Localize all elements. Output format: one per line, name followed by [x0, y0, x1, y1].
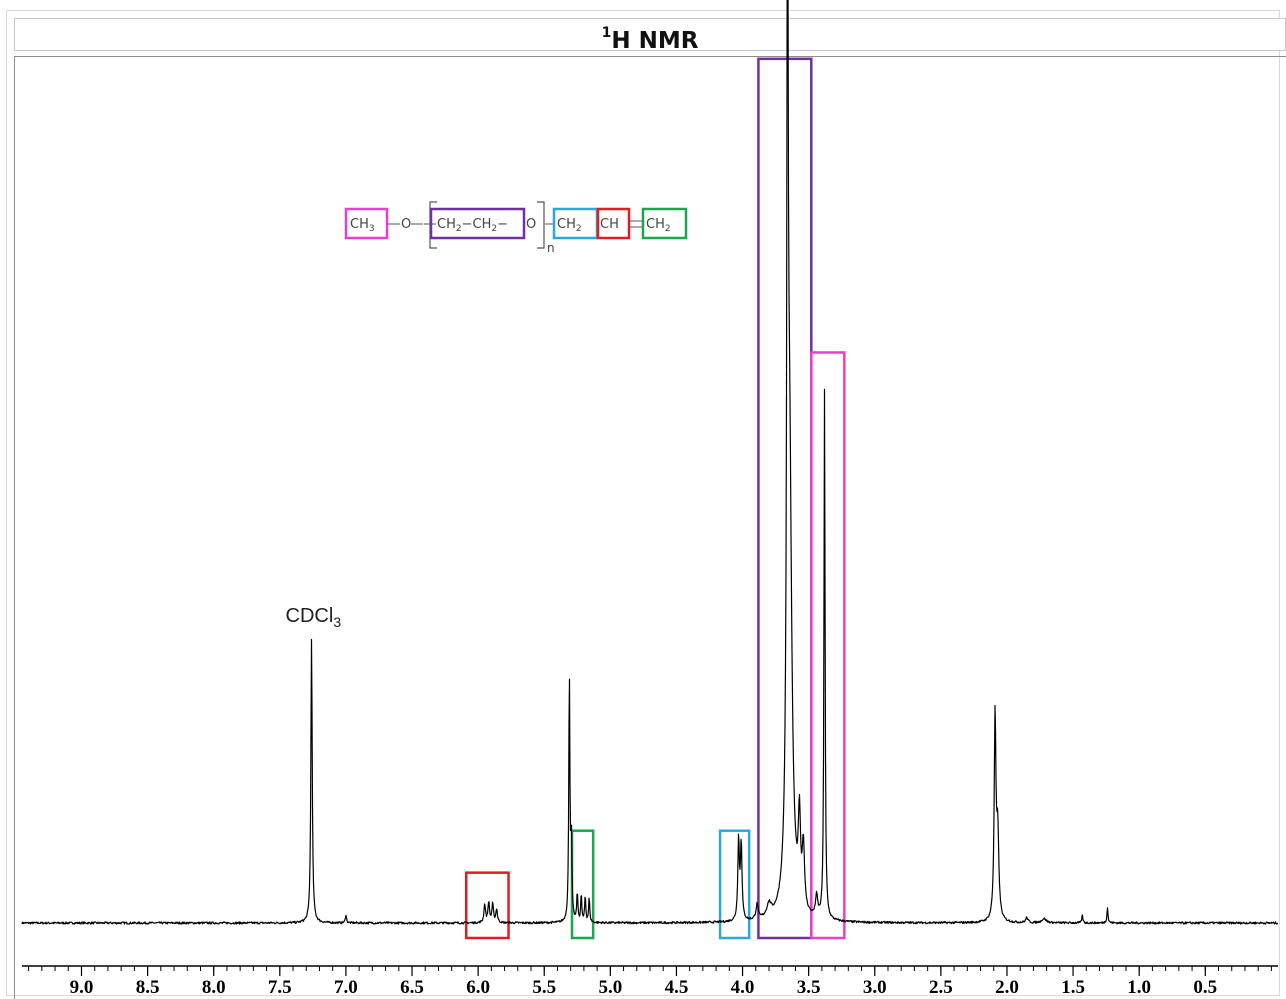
- x-tick-label: 4.5: [665, 977, 689, 998]
- x-tick-label: 7.5: [268, 977, 292, 998]
- x-axis: 9.0 8.5 8.0 7.5 7.0 6.5 6.0 5.5 5.0 4.5 4.0 3.5 3.0 2…: [22, 965, 1278, 998]
- chemical-structure: CH3 O CH2−CH2− O n CH2 CH CH2: [344, 201, 688, 255]
- x-tick-label: 3.0: [863, 977, 887, 998]
- structure-box-terminal-ch2: [641, 207, 688, 240]
- spectrum-trace: [21, 0, 1279, 925]
- x-tick-label: 2.0: [995, 977, 1019, 998]
- highlight-box-2: [718, 829, 751, 940]
- highlight-boxes: [464, 57, 846, 940]
- x-axis-tick-labels: 9.0 8.5 8.0 7.5 7.0 6.5 6.0 5.5 5.0 4.5 4.0 3.5 3.0 2…: [70, 977, 1218, 998]
- x-tick-label: 9.0: [70, 977, 94, 998]
- x-axis-major-ticks: [80, 966, 1206, 976]
- structure-oxygen-2: O: [526, 217, 536, 232]
- highlight-box-4: [810, 351, 846, 940]
- structure-terminal-ch2: CH2: [646, 217, 671, 234]
- highlight-box-1: [570, 829, 595, 940]
- structure-subscript-n: n: [547, 241, 555, 255]
- x-tick-label: 0.5: [1193, 977, 1217, 998]
- cdcl3-label: CDCl3: [286, 605, 342, 630]
- structure-allyl-ch2: CH2: [557, 217, 582, 234]
- x-tick-label: 5.5: [532, 977, 556, 998]
- cdcl3-subscript: 3: [333, 614, 341, 630]
- structure-box-ch3: [344, 207, 389, 240]
- repeat-bracket-right: [537, 201, 545, 249]
- structure-vinyl-ch: CH: [600, 217, 619, 232]
- x-tick-label: 6.5: [400, 977, 424, 998]
- solvent-annotation: CDCl3: [286, 605, 342, 630]
- figure-frame: [6, 10, 1280, 996]
- plot-area-frame: [14, 56, 1286, 999]
- chart-title-bar: 1H NMR: [14, 18, 1286, 54]
- x-tick-label: 1.5: [1061, 977, 1085, 998]
- structure-ch3: CH3: [350, 217, 375, 234]
- x-tick-label: 5.0: [598, 977, 622, 998]
- x-tick-label: 7.0: [334, 977, 358, 998]
- x-tick-label: 3.5: [797, 977, 821, 998]
- highlight-box-0: [464, 871, 510, 940]
- x-tick-label: 1.0: [1127, 977, 1151, 998]
- title-isotope-superscript: 1: [601, 25, 612, 41]
- x-tick-label: 4.0: [731, 977, 755, 998]
- title-text: H NMR: [611, 27, 699, 54]
- x-tick-label: 6.0: [466, 977, 490, 998]
- structure-repeat-unit: CH2−CH2−: [437, 217, 508, 234]
- cdcl3-text: CDCl: [286, 605, 334, 627]
- x-tick-label: 8.5: [136, 977, 160, 998]
- x-tick-label: 2.5: [929, 977, 953, 998]
- structure-oxygen-1: O: [401, 217, 411, 232]
- highlight-box-3: [757, 57, 813, 940]
- chart-title: 1H NMR: [601, 25, 699, 54]
- structure-box-vinyl-ch: [596, 207, 631, 240]
- x-tick-label: 8.0: [202, 977, 226, 998]
